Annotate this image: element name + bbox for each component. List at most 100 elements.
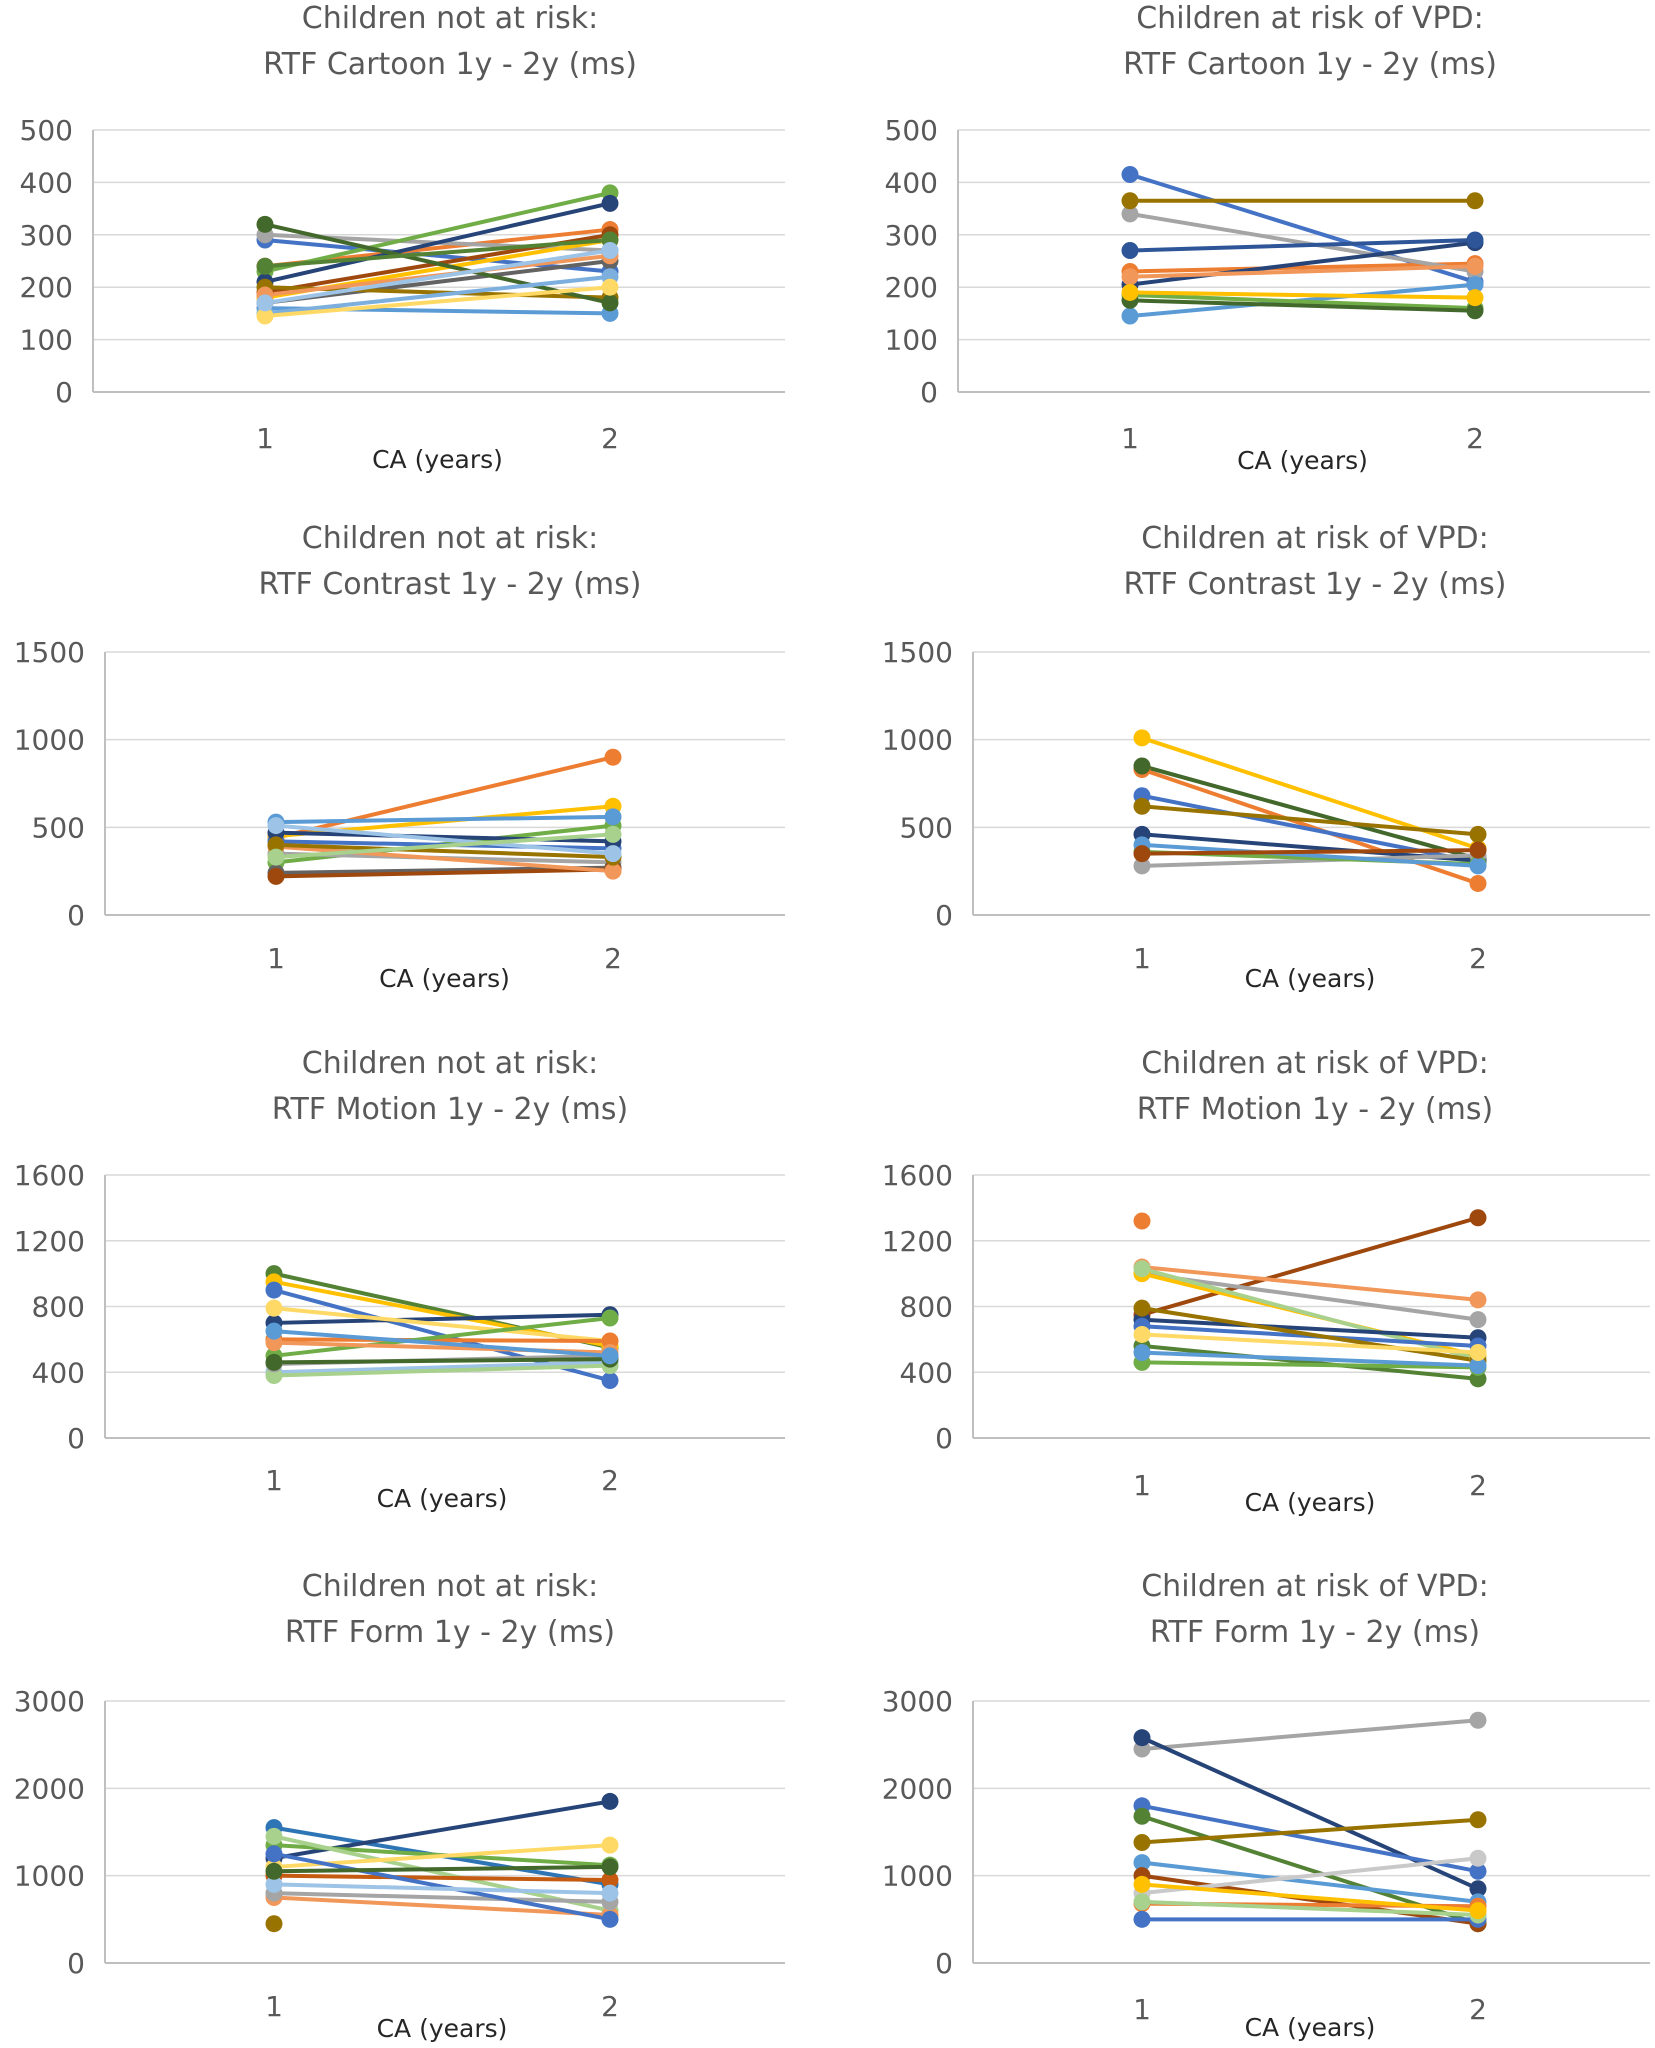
series-line — [1140, 1882, 1480, 1913]
data-point — [601, 1371, 619, 1389]
data-point — [1133, 1910, 1151, 1928]
data-point — [265, 1827, 283, 1845]
data-point — [1121, 192, 1139, 210]
y-tick-label: 400 — [900, 1356, 953, 1389]
series-line — [263, 201, 612, 284]
data-point — [267, 867, 285, 885]
series-line — [272, 1363, 612, 1378]
data-point — [1133, 1807, 1151, 1825]
data-point — [1466, 289, 1484, 307]
data-point — [265, 1875, 283, 1893]
series-line — [274, 823, 615, 856]
y-tick-label: 1200 — [882, 1225, 953, 1258]
series-line — [1128, 290, 1477, 300]
data-point — [1133, 1893, 1151, 1911]
data-point — [604, 845, 622, 863]
chart-panel-6: Children at risk of VPD: RTF Motion 1y - … — [882, 1046, 1650, 1517]
chart-subtitle: RTF Motion 1y - 2y (ms) — [272, 1092, 628, 1127]
data-point — [267, 817, 285, 835]
x-axis-label: CA (years) — [1245, 1488, 1376, 1517]
y-tick-label: 1000 — [882, 724, 953, 757]
series-line — [1140, 763, 1480, 861]
series-line — [272, 1873, 612, 1883]
series-line — [1140, 1332, 1480, 1355]
data-point — [265, 1862, 283, 1880]
data-point — [604, 862, 622, 880]
y-tick-label: 2000 — [14, 1772, 85, 1805]
series-line — [1140, 767, 1480, 886]
series-line — [272, 1851, 612, 1922]
x-tick-label: 1 — [267, 942, 285, 975]
x-tick-label: 2 — [601, 422, 619, 455]
series-line — [274, 842, 615, 860]
chart-title: Children at risk of VPD: — [1141, 1569, 1489, 1604]
data-point — [601, 242, 619, 260]
data-point — [1469, 1711, 1487, 1729]
series-line — [263, 248, 612, 305]
data-point — [1469, 1902, 1487, 1920]
series-line — [274, 867, 615, 879]
chart-panel-5: Children not at risk: RTF Motion 1y - 2y … — [14, 1046, 785, 1513]
data-point — [604, 825, 622, 843]
data-point — [1121, 283, 1139, 301]
data-point — [1466, 257, 1484, 275]
data-point — [1133, 1729, 1151, 1747]
data-point — [265, 1322, 283, 1340]
data-point — [601, 1910, 619, 1928]
data-point — [1469, 1357, 1487, 1375]
series-line — [1140, 1271, 1480, 1322]
x-tick-label: 1 — [1133, 942, 1151, 975]
data-point — [1133, 1833, 1151, 1851]
chart-panel-7: Children not at risk: RTF Form 1y - 2y (m… — [14, 1569, 785, 2043]
data-point — [1466, 231, 1484, 249]
data-point — [601, 1858, 619, 1876]
data-point — [601, 1792, 619, 1810]
y-tick-label: 100 — [885, 324, 938, 357]
series-line — [1140, 1718, 1480, 1752]
chart-panel-4: Children at risk of VPD: RTF Contrast 1y … — [882, 521, 1650, 993]
y-tick-label: 1000 — [14, 724, 85, 757]
chart-subtitle: RTF Form 1y - 2y (ms) — [285, 1615, 615, 1650]
chart-subtitle: RTF Cartoon 1y - 2y (ms) — [1123, 47, 1497, 82]
series-line — [1140, 1735, 1480, 1891]
series-line — [1128, 238, 1477, 253]
data-point — [1469, 874, 1487, 892]
y-tick-label: 1600 — [882, 1159, 953, 1192]
series-line — [1140, 1350, 1480, 1368]
series-line — [1140, 1215, 1480, 1317]
chart-subtitle: RTF Contrast 1y - 2y (ms) — [1124, 567, 1507, 602]
y-tick-label: 1500 — [882, 636, 953, 669]
series-line — [1128, 261, 1477, 274]
x-axis-label: CA (years) — [379, 964, 510, 993]
series-line — [1140, 853, 1480, 868]
data-point — [1469, 857, 1487, 875]
data-point — [265, 1353, 283, 1371]
y-tick-label: 0 — [935, 1947, 953, 1980]
series-line — [1140, 1860, 1480, 1904]
data-point — [1133, 757, 1151, 775]
y-tick-label: 800 — [900, 1291, 953, 1324]
series-line — [1128, 264, 1477, 279]
data-point — [256, 257, 274, 275]
data-point — [1133, 1325, 1151, 1343]
y-tick-label: 100 — [20, 324, 73, 357]
y-tick-label: 500 — [900, 811, 953, 844]
series-line — [263, 222, 612, 305]
y-tick-label: 300 — [20, 219, 73, 252]
series-line — [272, 1834, 612, 1913]
series-line — [1140, 804, 1480, 837]
y-tick-label: 1000 — [14, 1860, 85, 1893]
data-point — [1133, 1212, 1151, 1230]
series-line — [1140, 1306, 1480, 1363]
data-point — [1133, 1344, 1151, 1362]
series-line — [274, 755, 615, 840]
x-axis-label: CA (years) — [1237, 446, 1368, 475]
x-tick-label: 1 — [265, 1990, 283, 2023]
chart-title: Children at risk of VPD: — [1136, 1, 1484, 36]
series-line — [1140, 1899, 1480, 1917]
series-line — [1140, 842, 1480, 868]
data-point — [1469, 825, 1487, 843]
y-tick-label: 0 — [67, 1422, 85, 1455]
x-tick-label: 2 — [1469, 942, 1487, 975]
